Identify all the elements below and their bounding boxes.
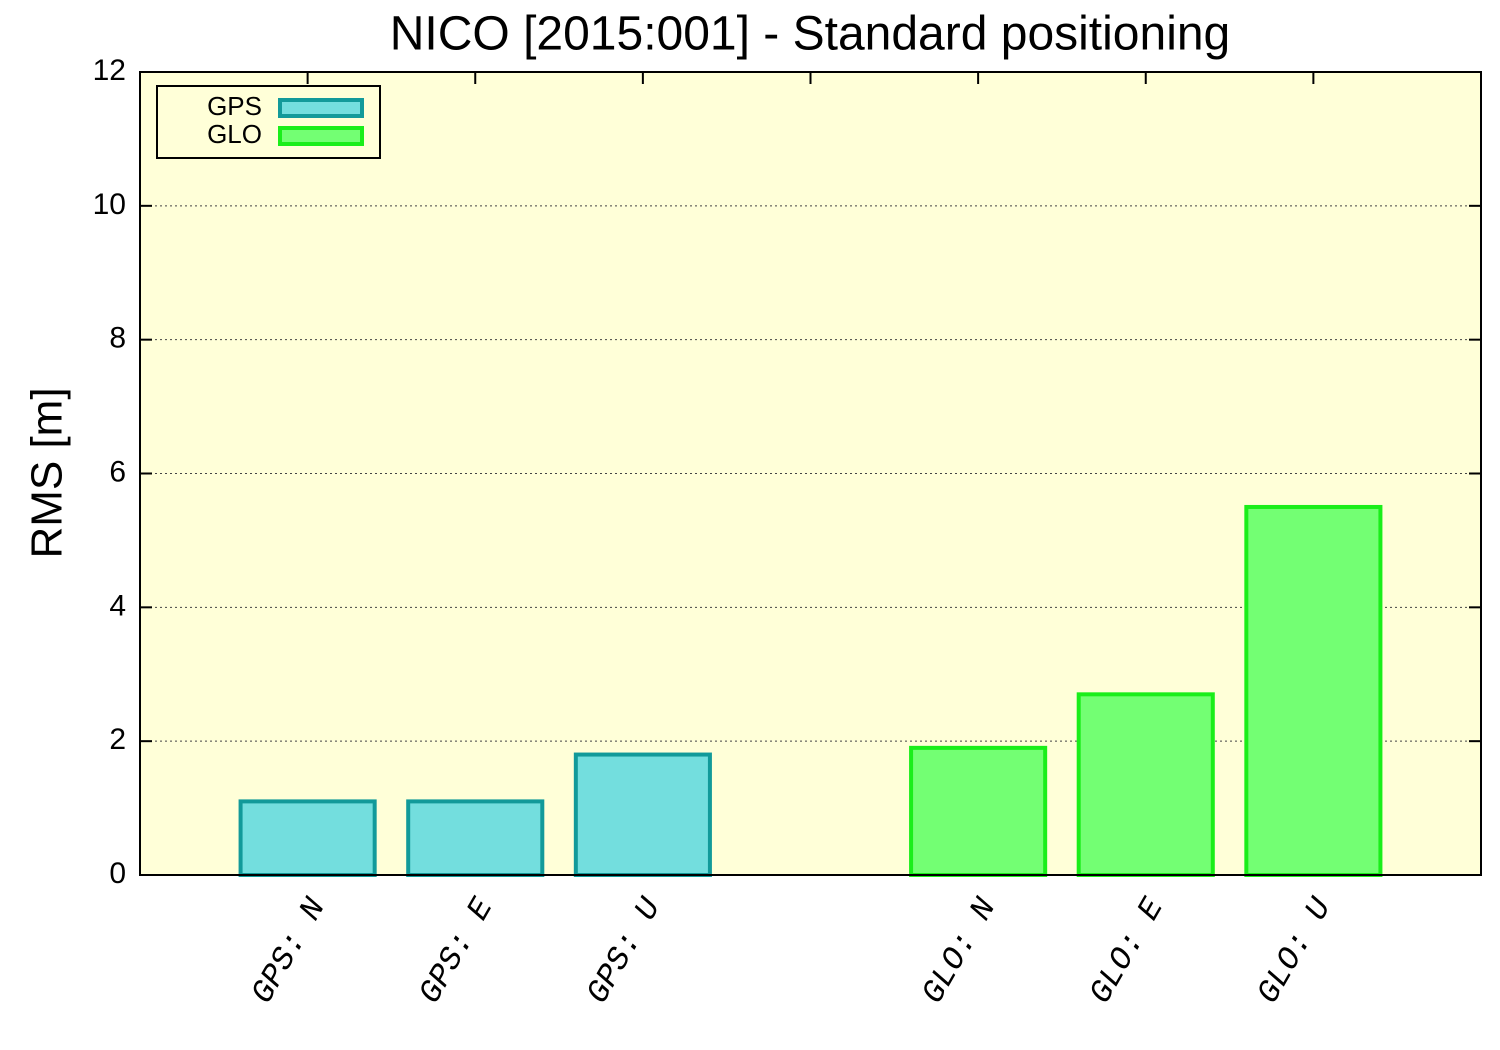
y-tick-label: 8 bbox=[109, 322, 126, 355]
bar bbox=[1076, 692, 1215, 878]
y-tick-label: 6 bbox=[109, 455, 126, 488]
legend-swatch bbox=[278, 126, 364, 146]
y-tick-label: 4 bbox=[109, 589, 126, 622]
x-tick-label: GLO: U bbox=[1250, 891, 1340, 1010]
legend-label: GPS bbox=[207, 91, 262, 121]
legend-box bbox=[156, 85, 381, 159]
y-axis-label: RMS [m] bbox=[23, 387, 72, 558]
bar bbox=[1244, 504, 1383, 877]
x-tick-label: GPS: N bbox=[244, 891, 334, 1010]
y-tick-label: 10 bbox=[93, 188, 126, 221]
y-tick-label: 12 bbox=[93, 54, 126, 87]
x-tick-label: GLO: N bbox=[914, 891, 1004, 1010]
y-tick-label: 0 bbox=[109, 857, 126, 890]
x-tick-label: GLO: E bbox=[1082, 891, 1172, 1010]
bar bbox=[238, 799, 377, 877]
y-tick-label: 2 bbox=[109, 723, 126, 756]
x-tick-label: GPS: U bbox=[579, 891, 669, 1010]
bar bbox=[406, 799, 545, 877]
legend-label: GLO bbox=[207, 119, 262, 149]
bar bbox=[909, 745, 1048, 878]
plot-border bbox=[139, 71, 1482, 876]
bar bbox=[573, 752, 712, 877]
chart-title: NICO [2015:001] - Standard positioning bbox=[390, 8, 1231, 61]
legend-swatch bbox=[278, 98, 364, 118]
x-tick-label: GPS: E bbox=[412, 891, 502, 1010]
